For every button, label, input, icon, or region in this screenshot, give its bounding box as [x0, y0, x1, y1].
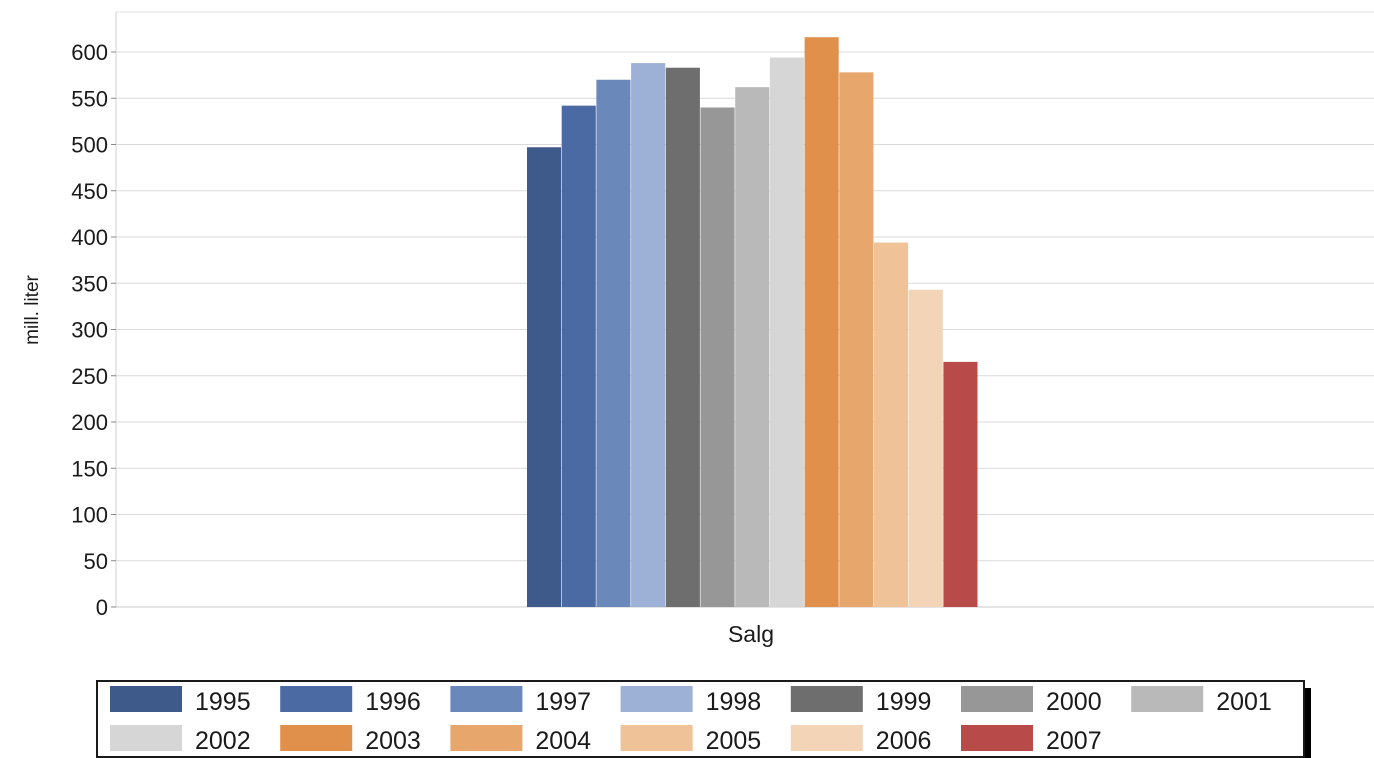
legend-label-1997: 1997: [535, 688, 591, 716]
bar-2002: [769, 57, 804, 608]
y-tick-label-300: 300: [71, 318, 108, 343]
bar-2000: [700, 107, 735, 607]
bar-1995: [527, 147, 562, 607]
legend-swatch-1997: [450, 686, 523, 712]
bar-1996: [561, 105, 596, 608]
legend-swatch-2006: [790, 725, 863, 751]
bar-2006: [908, 289, 943, 607]
legend: 1995 1996 1997 1998 1999 2000 2001 2002 2003 2004…: [96, 680, 1311, 758]
legend-label-2001: 2001: [1216, 688, 1272, 716]
bar-1999: [665, 67, 700, 608]
legend-label-2004: 2004: [535, 727, 591, 755]
bar-2004: [839, 72, 874, 608]
legend-swatch-1998: [620, 686, 693, 712]
y-tick-label-550: 550: [71, 86, 108, 111]
y-tick-label-250: 250: [71, 364, 108, 389]
y-tick-label-450: 450: [71, 179, 108, 204]
legend-label-1999: 1999: [876, 688, 932, 716]
legend-swatch-2001: [1131, 686, 1204, 712]
legend-label-1996: 1996: [365, 688, 421, 716]
bar-1997: [596, 79, 631, 607]
legend-label-2002: 2002: [195, 727, 251, 755]
bar-1998: [631, 63, 666, 608]
category-label-salg: Salg: [728, 621, 774, 647]
legend-label-1995: 1995: [195, 688, 251, 716]
legend-box: [96, 680, 1305, 758]
y-tick-label-600: 600: [71, 40, 108, 65]
legend-swatch-2007: [961, 725, 1033, 751]
y-tick-label-200: 200: [71, 410, 108, 435]
y-tick-label-0: 0: [96, 595, 108, 620]
legend-label-2006: 2006: [876, 727, 932, 755]
bar-2005: [874, 242, 909, 608]
legend-swatch-2005: [620, 725, 693, 751]
bar-2007: [943, 361, 978, 607]
legend-label-2003: 2003: [365, 727, 421, 755]
legend-swatch-1996: [280, 686, 353, 712]
y-tick-label-150: 150: [71, 456, 108, 481]
y-tick-label-400: 400: [71, 225, 108, 250]
y-axis-title: mill. liter: [22, 274, 43, 344]
y-tick-label-500: 500: [71, 133, 108, 158]
y-tick-label-100: 100: [71, 503, 108, 528]
legend-label-1998: 1998: [706, 688, 762, 716]
bar-2001: [735, 87, 770, 607]
legend-label-2007: 2007: [1046, 727, 1102, 755]
legend-swatch-2004: [450, 725, 523, 751]
legend-label-2005: 2005: [706, 727, 762, 755]
y-tick-label-350: 350: [71, 271, 108, 296]
bar-2003: [804, 37, 839, 607]
legend-label-2000: 2000: [1046, 688, 1102, 716]
legend-swatch-2000: [961, 686, 1033, 712]
legend-swatch-2002: [110, 725, 182, 751]
y-tick-label-50: 50: [84, 549, 108, 574]
legend-swatch-1999: [790, 686, 863, 712]
legend-swatch-2003: [280, 725, 353, 751]
y-axis-ticks: 0 50 100 150 200 250 300 350 400 450 500 550 600: [71, 40, 116, 620]
legend-swatch-1995: [110, 686, 182, 712]
bars: [527, 37, 978, 608]
